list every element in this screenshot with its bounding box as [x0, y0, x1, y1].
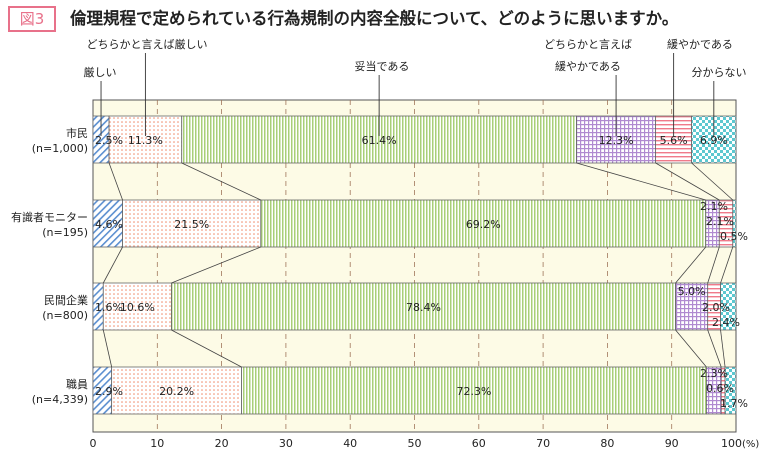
- connector-line: [707, 246, 720, 284]
- data-label: 5.6%: [660, 134, 688, 147]
- x-tick-label: 80: [600, 437, 614, 450]
- x-tick-label: 20: [215, 437, 229, 450]
- category-label: 市民: [66, 126, 88, 140]
- category-label: 職員: [66, 378, 88, 391]
- bar-segment: [122, 199, 262, 248]
- data-label: 1.7%: [720, 397, 748, 410]
- connector-line: [171, 246, 261, 284]
- series-legend-label: 厳しい: [84, 65, 117, 79]
- data-label: 2.1%: [700, 200, 728, 213]
- bar-segment: [92, 199, 123, 248]
- x-unit-label: (%): [742, 439, 759, 450]
- data-label: 2.0%: [702, 301, 730, 314]
- category-label: 有識者モニター: [11, 210, 88, 224]
- bar-segment: [260, 199, 707, 248]
- data-label: 1.6%: [95, 301, 123, 314]
- data-label: 0.5%: [720, 230, 748, 243]
- connector-line: [675, 246, 707, 284]
- data-label: 2.1%: [706, 215, 734, 228]
- bar-segment: [241, 366, 707, 415]
- series-legend-label: どちらかと言えば厳しい: [87, 37, 208, 51]
- data-label: 20.2%: [159, 385, 194, 398]
- data-label: 2.5%: [95, 134, 123, 147]
- connector-line: [707, 329, 722, 368]
- connector-line: [102, 329, 113, 368]
- x-tick-label: 40: [343, 437, 357, 450]
- bar-segment: [675, 282, 709, 331]
- data-label: 4.6%: [95, 218, 123, 231]
- category-n-label: (n=195): [42, 226, 88, 239]
- data-label: 2.9%: [95, 385, 123, 398]
- connector-line: [655, 162, 720, 201]
- data-label: 0.6%: [706, 382, 734, 395]
- connector-line: [108, 162, 123, 201]
- connector-line: [181, 162, 261, 201]
- connector-line: [576, 162, 706, 201]
- data-label: 72.3%: [457, 385, 492, 398]
- series-legend-label: どちらかと言えば: [544, 38, 632, 51]
- series-legend-label: 分からない: [692, 66, 747, 79]
- data-label: 6.9%: [700, 134, 728, 147]
- bar-segment: [724, 366, 737, 415]
- series-legend-label: 緩やかである: [555, 60, 621, 73]
- x-tick-label: 90: [665, 437, 679, 450]
- data-label: 2.4%: [712, 316, 740, 329]
- bar-segment: [102, 282, 172, 331]
- series-legend-label: 緩やかである: [667, 38, 733, 51]
- data-label: 69.2%: [466, 218, 501, 231]
- data-label: 11.3%: [128, 134, 163, 147]
- x-tick-label: 30: [279, 437, 293, 450]
- connector-line: [675, 329, 707, 368]
- data-label: 21.5%: [174, 218, 209, 231]
- category-n-label: (n=4,339): [32, 393, 88, 406]
- data-label: 2.3%: [700, 367, 728, 380]
- connector-line: [720, 329, 726, 368]
- x-tick-label: 100: [721, 437, 742, 450]
- category-label: 民間企業: [44, 293, 88, 307]
- x-tick-label: 10: [150, 437, 164, 450]
- data-label: 78.4%: [406, 301, 441, 314]
- figure-number-badge: 図3: [8, 6, 56, 32]
- x-tick-label: 70: [536, 437, 550, 450]
- connector-line: [171, 329, 242, 368]
- category-n-label: (n=1,000): [32, 142, 88, 155]
- connector-line: [691, 162, 734, 201]
- series-legend-label: 妥当である: [355, 59, 410, 73]
- bar-segment: [720, 282, 737, 331]
- x-tick-label: 50: [408, 437, 422, 450]
- x-tick-label: 0: [90, 437, 97, 450]
- x-tick-label: 60: [472, 437, 486, 450]
- bar-segment: [171, 282, 676, 331]
- connector-line: [102, 246, 123, 284]
- bar-segment: [732, 199, 737, 248]
- data-label: 12.3%: [599, 134, 634, 147]
- connector-line: [720, 246, 734, 284]
- chart-title: 倫理規程で定められている行為規制の内容全般について、どのように思いますか。: [70, 9, 679, 28]
- data-label: 5.0%: [678, 285, 706, 298]
- category-n-label: (n=800): [42, 309, 88, 322]
- data-label: 61.4%: [362, 134, 397, 147]
- data-label: 10.6%: [120, 301, 155, 314]
